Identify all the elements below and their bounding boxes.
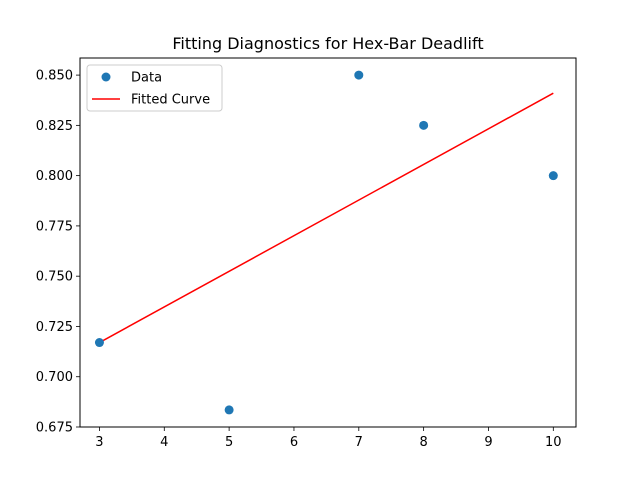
data-point — [419, 120, 429, 130]
x-tick-label: 8 — [419, 435, 427, 450]
legend: Data Fitted Curve — [86, 64, 223, 112]
y-tick-label: 0.825 — [36, 119, 73, 134]
y-tick-label: 0.800 — [36, 169, 73, 184]
legend-box — [86, 64, 223, 112]
x-tick-label: 7 — [355, 435, 363, 450]
legend-label: Fitted Curve — [131, 93, 210, 108]
legend-label: Data — [131, 71, 162, 86]
x-tick-label: 6 — [290, 435, 298, 450]
axes-frame — [79, 57, 577, 428]
y-tick-label: 0.675 — [36, 421, 73, 436]
data-point — [224, 405, 234, 415]
data-point — [354, 70, 364, 80]
x-tick-label: 9 — [484, 435, 492, 450]
plot-area — [94, 70, 558, 415]
chart-title: Fitting Diagnostics for Hex-Bar Deadlift — [172, 34, 483, 53]
data-point — [94, 338, 104, 348]
x-tick-label: 10 — [545, 435, 562, 450]
x-tick-label: 3 — [95, 435, 103, 450]
y-tick-label: 0.700 — [36, 370, 73, 385]
legend-marker-data — [101, 72, 111, 82]
x-tick-label: 5 — [225, 435, 233, 450]
y-tick-label: 0.725 — [36, 320, 73, 335]
y-tick-label: 0.850 — [36, 69, 73, 84]
y-tick-label: 0.775 — [36, 219, 73, 234]
data-point — [548, 171, 558, 181]
fitted-curve-line — [99, 92, 554, 344]
x-tick-label: 4 — [160, 435, 168, 450]
y-tick-label: 0.750 — [36, 270, 73, 285]
